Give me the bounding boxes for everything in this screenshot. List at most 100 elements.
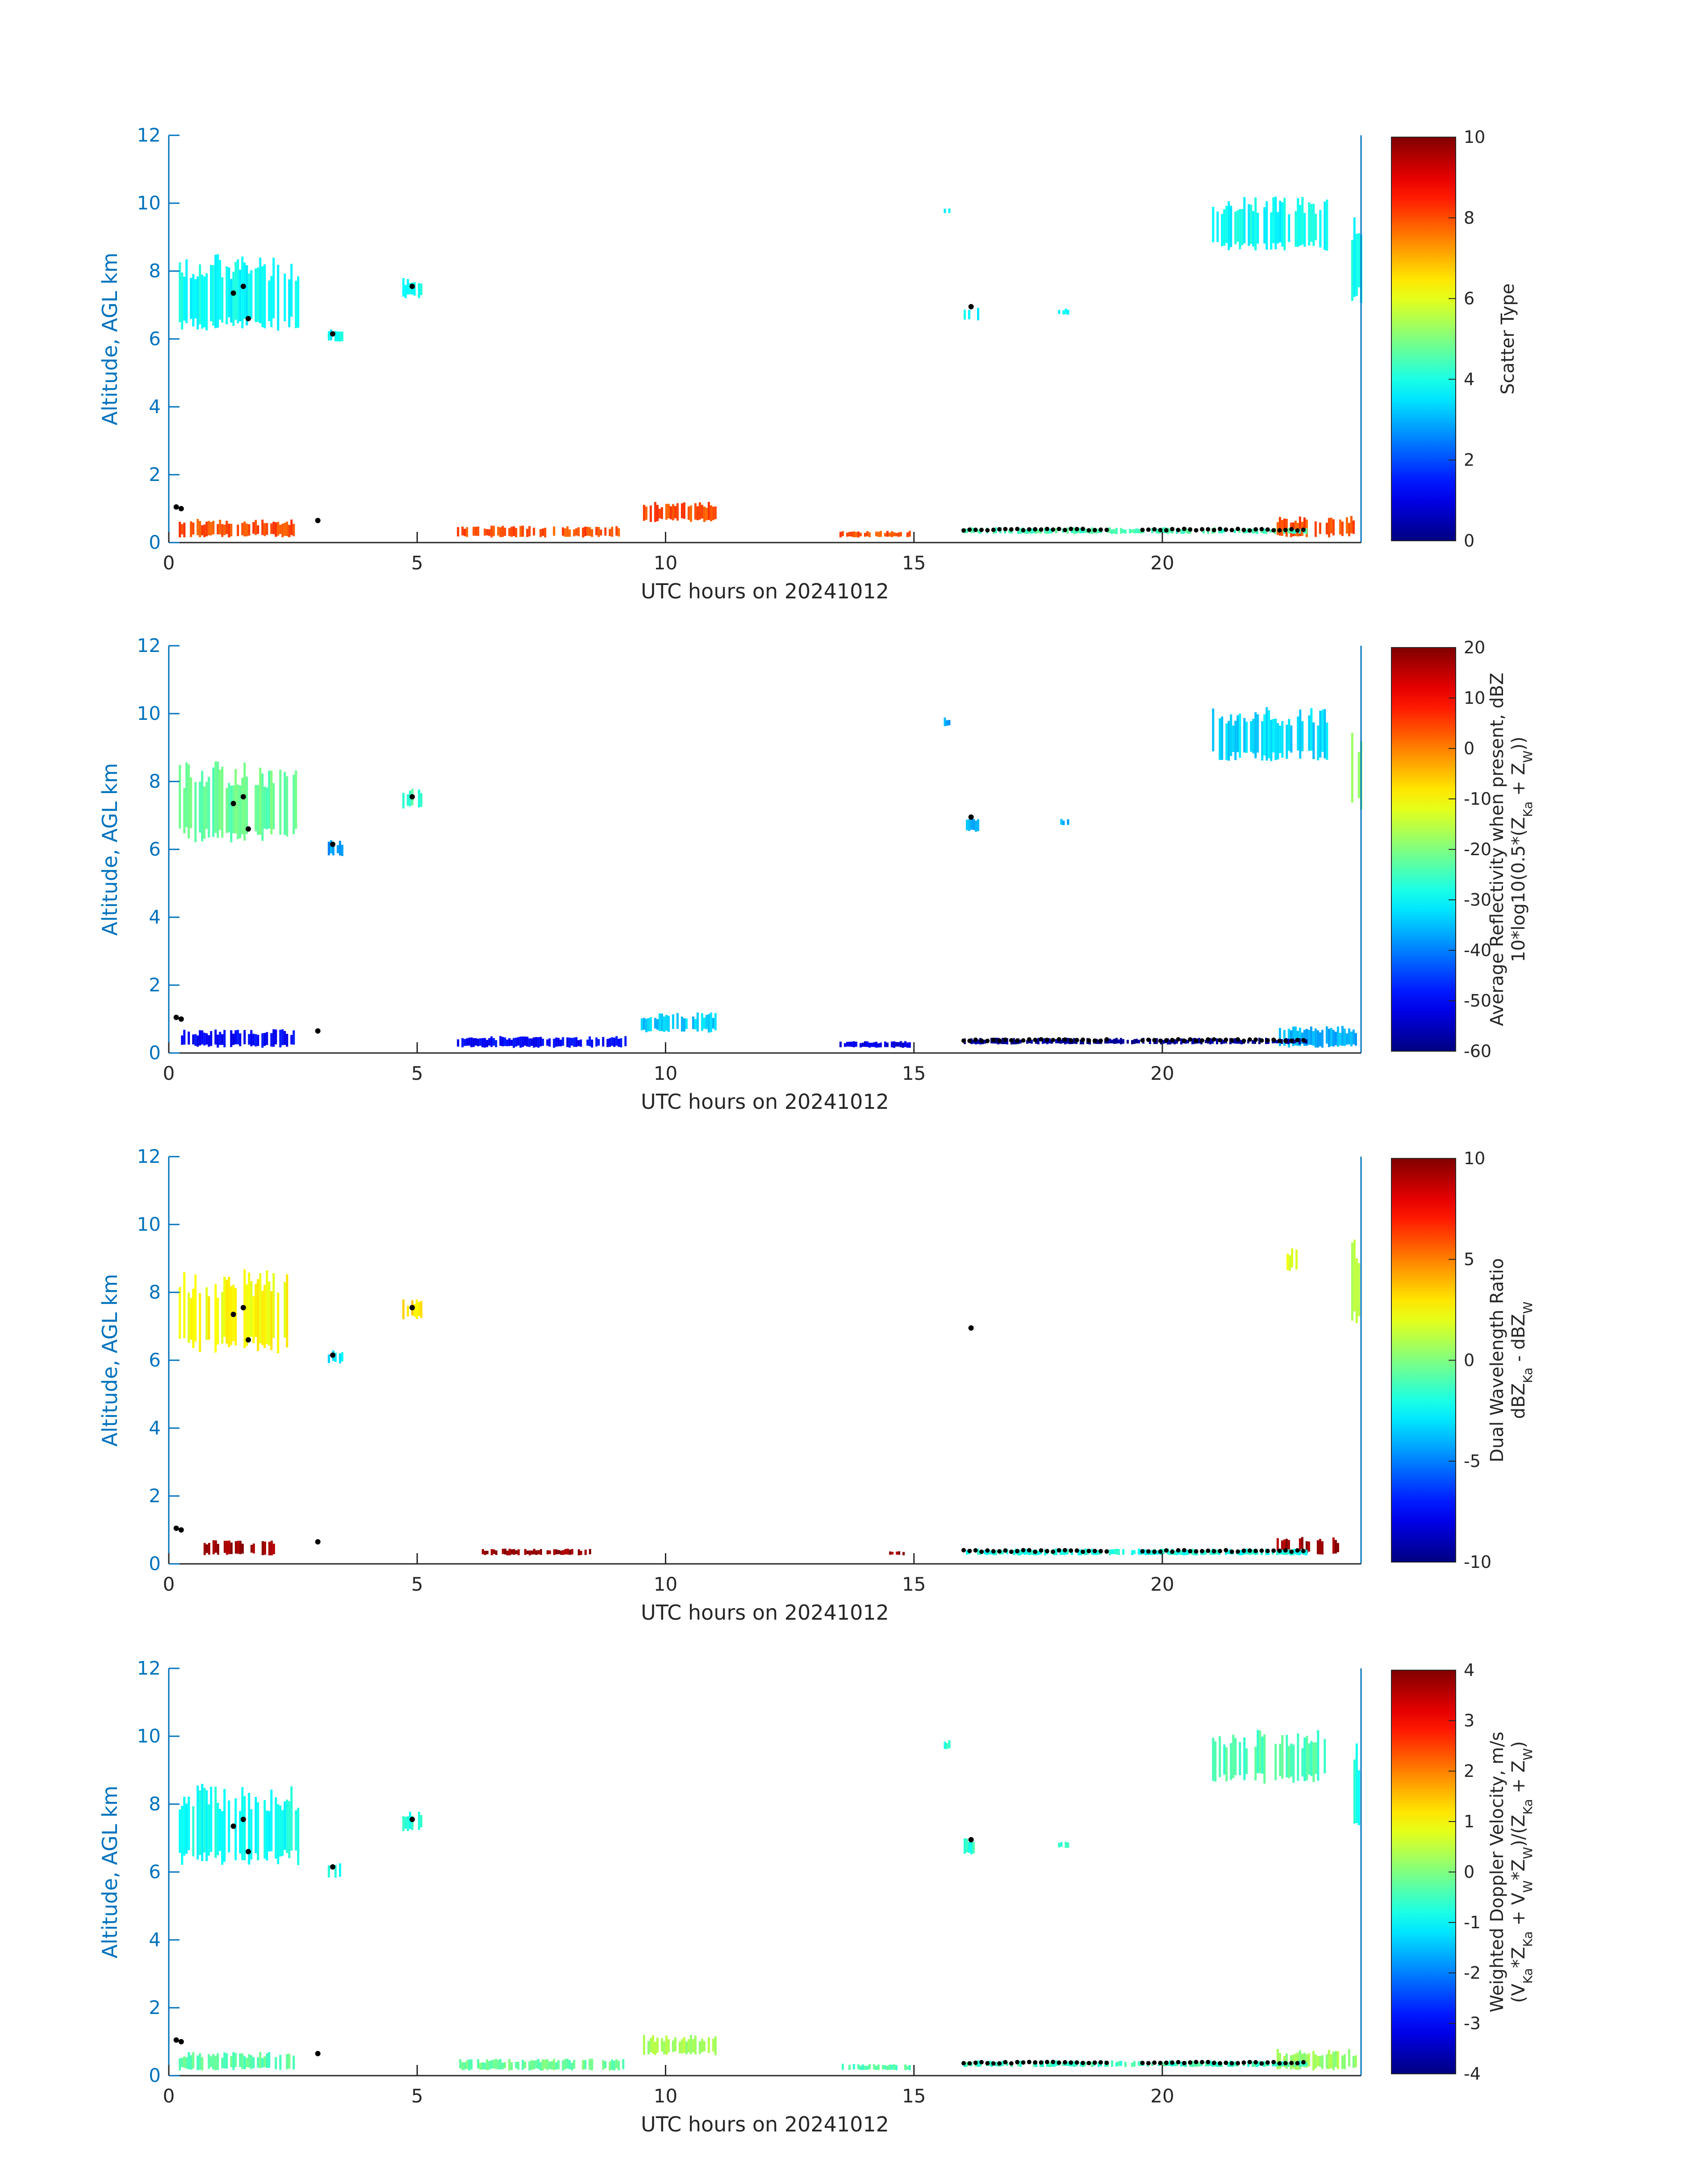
marker-dot xyxy=(1021,1548,1026,1553)
marker-dot xyxy=(1069,526,1073,531)
echo-column xyxy=(850,531,853,537)
marker-dot xyxy=(967,527,972,532)
echo-column xyxy=(1162,527,1165,533)
echo-column xyxy=(564,2059,567,2069)
colorbar-tick-label: -30 xyxy=(1464,890,1491,910)
echo-column xyxy=(214,1540,217,1553)
y-tick-label: 2 xyxy=(149,1485,161,1507)
marker-layer xyxy=(173,794,1306,1043)
echo-column xyxy=(1279,1743,1282,1776)
marker-dot xyxy=(1188,1549,1193,1554)
echo-column xyxy=(337,331,339,342)
echo-column xyxy=(522,1036,524,1047)
echo-column xyxy=(1225,1747,1228,1782)
echo-column xyxy=(1330,518,1332,534)
marker-dot xyxy=(1081,1037,1085,1042)
echo-column xyxy=(248,1272,251,1339)
echo-column xyxy=(284,1801,286,1850)
echo-column xyxy=(861,2064,864,2070)
marker-dot xyxy=(1015,526,1020,531)
echo-column xyxy=(640,1018,643,1031)
echo-column xyxy=(591,1040,593,1048)
echo-column xyxy=(268,770,271,829)
echo-column xyxy=(1194,2062,1196,2067)
echo-column xyxy=(528,526,531,537)
echo-column xyxy=(859,532,862,536)
echo-column xyxy=(906,2066,909,2070)
colorbar-tick-label: -3 xyxy=(1464,2014,1481,2033)
plot-area xyxy=(169,646,1361,1053)
echo-column xyxy=(1225,206,1228,243)
echo-column xyxy=(855,1041,857,1047)
marker-dot xyxy=(1146,2061,1151,2066)
echo-column xyxy=(252,1543,255,1554)
echo-column xyxy=(1120,2061,1122,2066)
echo-column xyxy=(179,765,181,829)
y-tick-label: 6 xyxy=(149,1349,161,1371)
echo-column xyxy=(515,528,518,538)
echo-column xyxy=(705,508,708,521)
echo-column xyxy=(868,2064,871,2069)
echo-column xyxy=(701,1013,703,1031)
echo-column xyxy=(1316,2056,1319,2066)
echo-column xyxy=(497,2060,500,2069)
y-tick-label: 2 xyxy=(149,464,161,485)
echo-column xyxy=(656,2037,659,2053)
echo-column xyxy=(855,532,857,537)
echo-region xyxy=(1212,196,1328,251)
echo-column xyxy=(1216,211,1219,242)
echo-column xyxy=(257,267,259,322)
echo-column xyxy=(188,764,190,839)
echo-column xyxy=(1254,1747,1257,1780)
echo-column xyxy=(183,1030,186,1045)
echo-column xyxy=(548,2061,551,2069)
echo-column xyxy=(1017,528,1019,534)
echo-column xyxy=(1214,1741,1217,1782)
echo-column xyxy=(259,1273,262,1344)
echo-column xyxy=(701,505,703,518)
echo-region xyxy=(643,2035,717,2056)
echo-column xyxy=(248,524,251,536)
echo-column xyxy=(1037,1038,1040,1045)
echo-column xyxy=(551,2061,553,2070)
echo-column xyxy=(600,529,602,536)
marker-dot xyxy=(1146,1037,1151,1042)
echo-region xyxy=(179,2052,295,2071)
marker-dot xyxy=(1015,1549,1020,1554)
echo-column xyxy=(1008,529,1011,533)
echo-column xyxy=(1151,2062,1153,2066)
echo-column xyxy=(1109,1038,1111,1044)
echo-column xyxy=(468,2059,471,2071)
echo-column xyxy=(334,1353,337,1362)
marker-dot xyxy=(968,814,974,820)
echo-column xyxy=(611,1037,614,1046)
echo-column xyxy=(277,1292,280,1354)
echo-column xyxy=(190,1298,192,1340)
marker-dot xyxy=(1259,1038,1264,1043)
echo-column xyxy=(1281,1549,1283,1554)
echo-column xyxy=(1006,2062,1008,2066)
marker-dot xyxy=(1265,1038,1270,1043)
echo-column xyxy=(1292,1026,1295,1046)
marker-dot xyxy=(985,2061,990,2066)
echo-column xyxy=(261,1291,264,1345)
echo-column xyxy=(1355,1743,1358,1823)
echo-column xyxy=(1294,1040,1296,1044)
echo-column xyxy=(1002,1550,1004,1554)
echo-column xyxy=(246,1284,248,1346)
marker-dot xyxy=(985,528,990,533)
marker-dot xyxy=(979,1038,984,1043)
echo-column xyxy=(1303,2052,1306,2068)
echo-column xyxy=(183,788,186,834)
marker-dot xyxy=(1015,1038,1020,1043)
echo-column xyxy=(286,1274,288,1348)
marker-dot xyxy=(1164,528,1169,533)
echo-column xyxy=(1332,2052,1335,2070)
echo-column xyxy=(542,1038,544,1046)
marker-dot xyxy=(1218,1549,1223,1554)
echo-region xyxy=(328,1863,341,1878)
echo-column xyxy=(464,1039,466,1046)
echo-column xyxy=(528,2061,531,2071)
echo-column xyxy=(1058,1843,1061,1847)
echo-column xyxy=(272,1273,275,1338)
